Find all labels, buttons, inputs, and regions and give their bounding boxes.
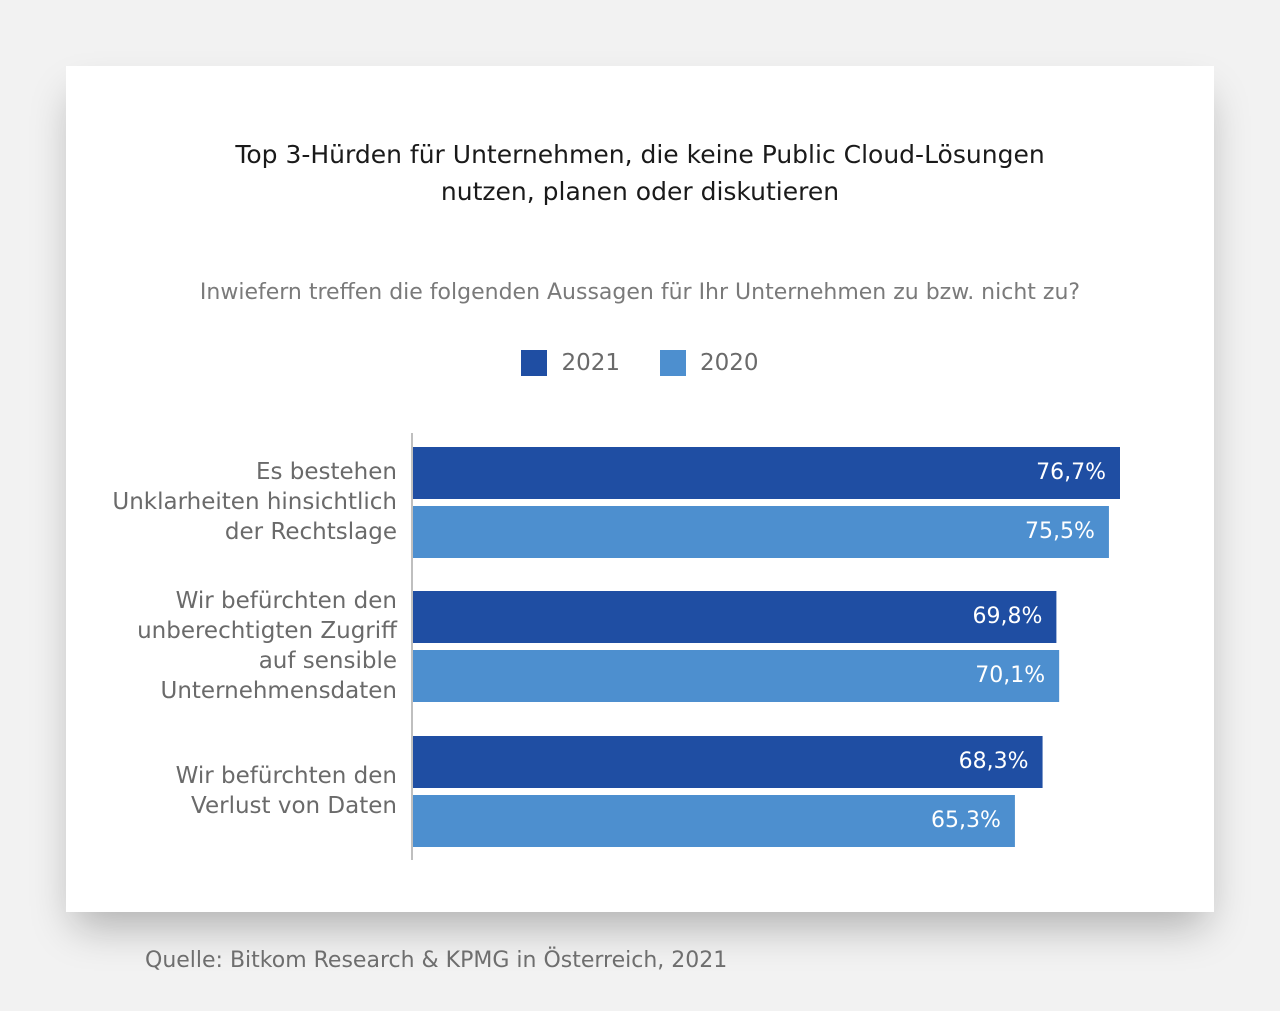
category-label-1-line-1: Es bestehen: [256, 459, 397, 485]
category-label-1-line-3: der Rechtslage: [225, 519, 397, 545]
bar-2020-3: [413, 795, 1015, 847]
bar-2020-1: [413, 506, 1109, 558]
bar-2020-2: [413, 650, 1060, 702]
legend-label-2021: 2021: [561, 350, 620, 376]
bar-2021-3: [413, 736, 1043, 788]
legend-item-2021: 2021: [521, 350, 620, 376]
legend-item-2020: 2020: [660, 350, 759, 376]
chart-title: Top 3-Hürden für Unternehmen, die keine …: [66, 136, 1214, 210]
source-note: Quelle: Bitkom Research & KPMG in Österr…: [145, 948, 728, 973]
legend-swatch-2021: [521, 350, 548, 376]
value-label-2020-3: 65,3%: [931, 808, 1001, 833]
value-label-2021-3: 68,3%: [959, 749, 1029, 774]
legend-swatch-2020: [660, 350, 686, 376]
value-label-2021-2: 69,8%: [973, 604, 1043, 629]
value-label-2020-2: 70,1%: [975, 663, 1045, 688]
category-label-3-line-2: Verlust von Daten: [191, 793, 397, 819]
chart-subtitle: Inwiefern treffen die folgenden Aussagen…: [199, 280, 1081, 305]
category-label-1-line-2: Unklarheiten hinsichtlich: [112, 489, 397, 515]
legend-label-2020: 2020: [700, 350, 759, 376]
chart-title-line-1: Top 3-Hürden für Unternehmen, die keine …: [235, 140, 1045, 169]
category-label-2-line-2: unberechtigten Zugriff: [137, 618, 398, 644]
category-label-3-line-1: Wir befürchten den: [176, 763, 397, 789]
chart-legend: 2021 2020: [66, 350, 1214, 376]
value-label-2020-1: 75,5%: [1025, 519, 1095, 544]
category-label-2-line-3: auf sensible: [259, 648, 397, 674]
chart-title-line-2: nutzen, planen oder diskutieren: [440, 177, 840, 206]
bar-2021-2: [413, 591, 1057, 643]
category-label-2-line-4: Unternehmensdaten: [161, 678, 398, 704]
category-label-2-line-1: Wir befürchten den: [176, 588, 397, 614]
value-label-2021-1: 76,7%: [1036, 460, 1106, 485]
bar-2021-1: [413, 447, 1120, 499]
